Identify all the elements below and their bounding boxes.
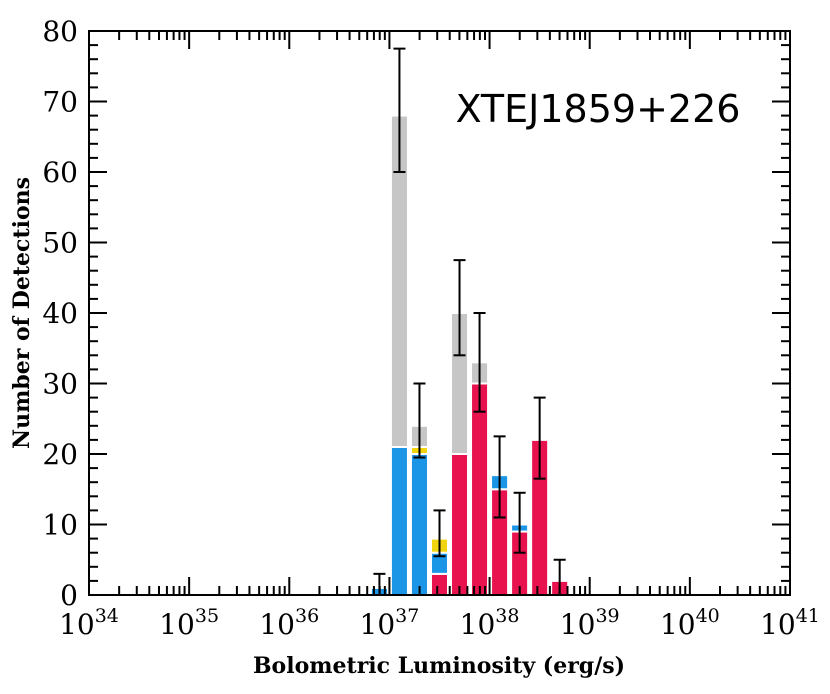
chart-title: XTEJ1859+226 xyxy=(456,87,741,131)
y-tick-label-0: 0 xyxy=(60,579,78,612)
y-tick-label-3: 30 xyxy=(42,368,78,401)
y-tick-label-6: 60 xyxy=(42,156,78,189)
x-tick-exponent: 40 xyxy=(696,605,720,627)
x-tick-base: 10 xyxy=(760,608,796,641)
x-tick-base: 10 xyxy=(460,608,496,641)
y-tick-labels: 0 10 20 30 40 50 60 70 80 xyxy=(42,15,78,612)
y-tick-label-2: 20 xyxy=(42,438,78,471)
bars-layer xyxy=(369,114,570,597)
x-tick-label-3: 1037 xyxy=(360,605,420,641)
x-tick-exponent: 36 xyxy=(295,605,319,627)
bar-segment-red-bin-4 xyxy=(450,453,470,596)
x-tick-exponent: 37 xyxy=(395,605,419,627)
x-tick-label-1: 1035 xyxy=(159,605,219,641)
bar-segment-blue-bin-1 xyxy=(389,445,409,597)
x-tick-exponent: 39 xyxy=(595,605,619,627)
bar-segment-blue-bin-2 xyxy=(409,453,429,596)
bar-segment-red-bin-3 xyxy=(429,572,450,596)
x-tick-exponent: 34 xyxy=(95,605,119,627)
y-tick-label-7: 70 xyxy=(42,86,78,119)
x-tick-label-2: 1036 xyxy=(259,605,319,641)
y-axis-label: Number of Detections xyxy=(9,177,35,449)
x-tick-label-6: 1040 xyxy=(660,605,720,641)
x-tick-label-5: 1039 xyxy=(560,605,620,641)
x-tick-base: 10 xyxy=(159,608,195,641)
x-tick-exponent: 41 xyxy=(796,605,820,627)
x-tick-base: 10 xyxy=(259,608,295,641)
x-tick-base: 10 xyxy=(660,608,696,641)
y-tick-label-5: 50 xyxy=(42,227,78,260)
x-tick-label-7: 1041 xyxy=(760,605,820,641)
bar-segment-red-bin-5 xyxy=(470,382,490,596)
y-tick-label-4: 40 xyxy=(42,297,78,330)
x-tick-exponent: 35 xyxy=(195,605,219,627)
error-bars-layer xyxy=(373,47,566,595)
x-tick-base: 10 xyxy=(360,608,396,641)
y-tick-label-8: 80 xyxy=(42,15,78,48)
x-tick-base: 10 xyxy=(560,608,596,641)
ticks-layer xyxy=(88,30,791,596)
x-tick-base: 10 xyxy=(59,608,95,641)
x-axis-label: Bolometric Luminosity (erg/s) xyxy=(253,653,625,679)
x-tick-exponent: 38 xyxy=(495,605,519,627)
x-tick-labels: 1034 1035 1036 1037 1038 1039 1040 1041 xyxy=(59,605,820,641)
x-tick-label-4: 1038 xyxy=(460,605,520,641)
x-tick-label-0: 1034 xyxy=(59,605,119,641)
y-tick-label-1: 10 xyxy=(42,509,78,542)
